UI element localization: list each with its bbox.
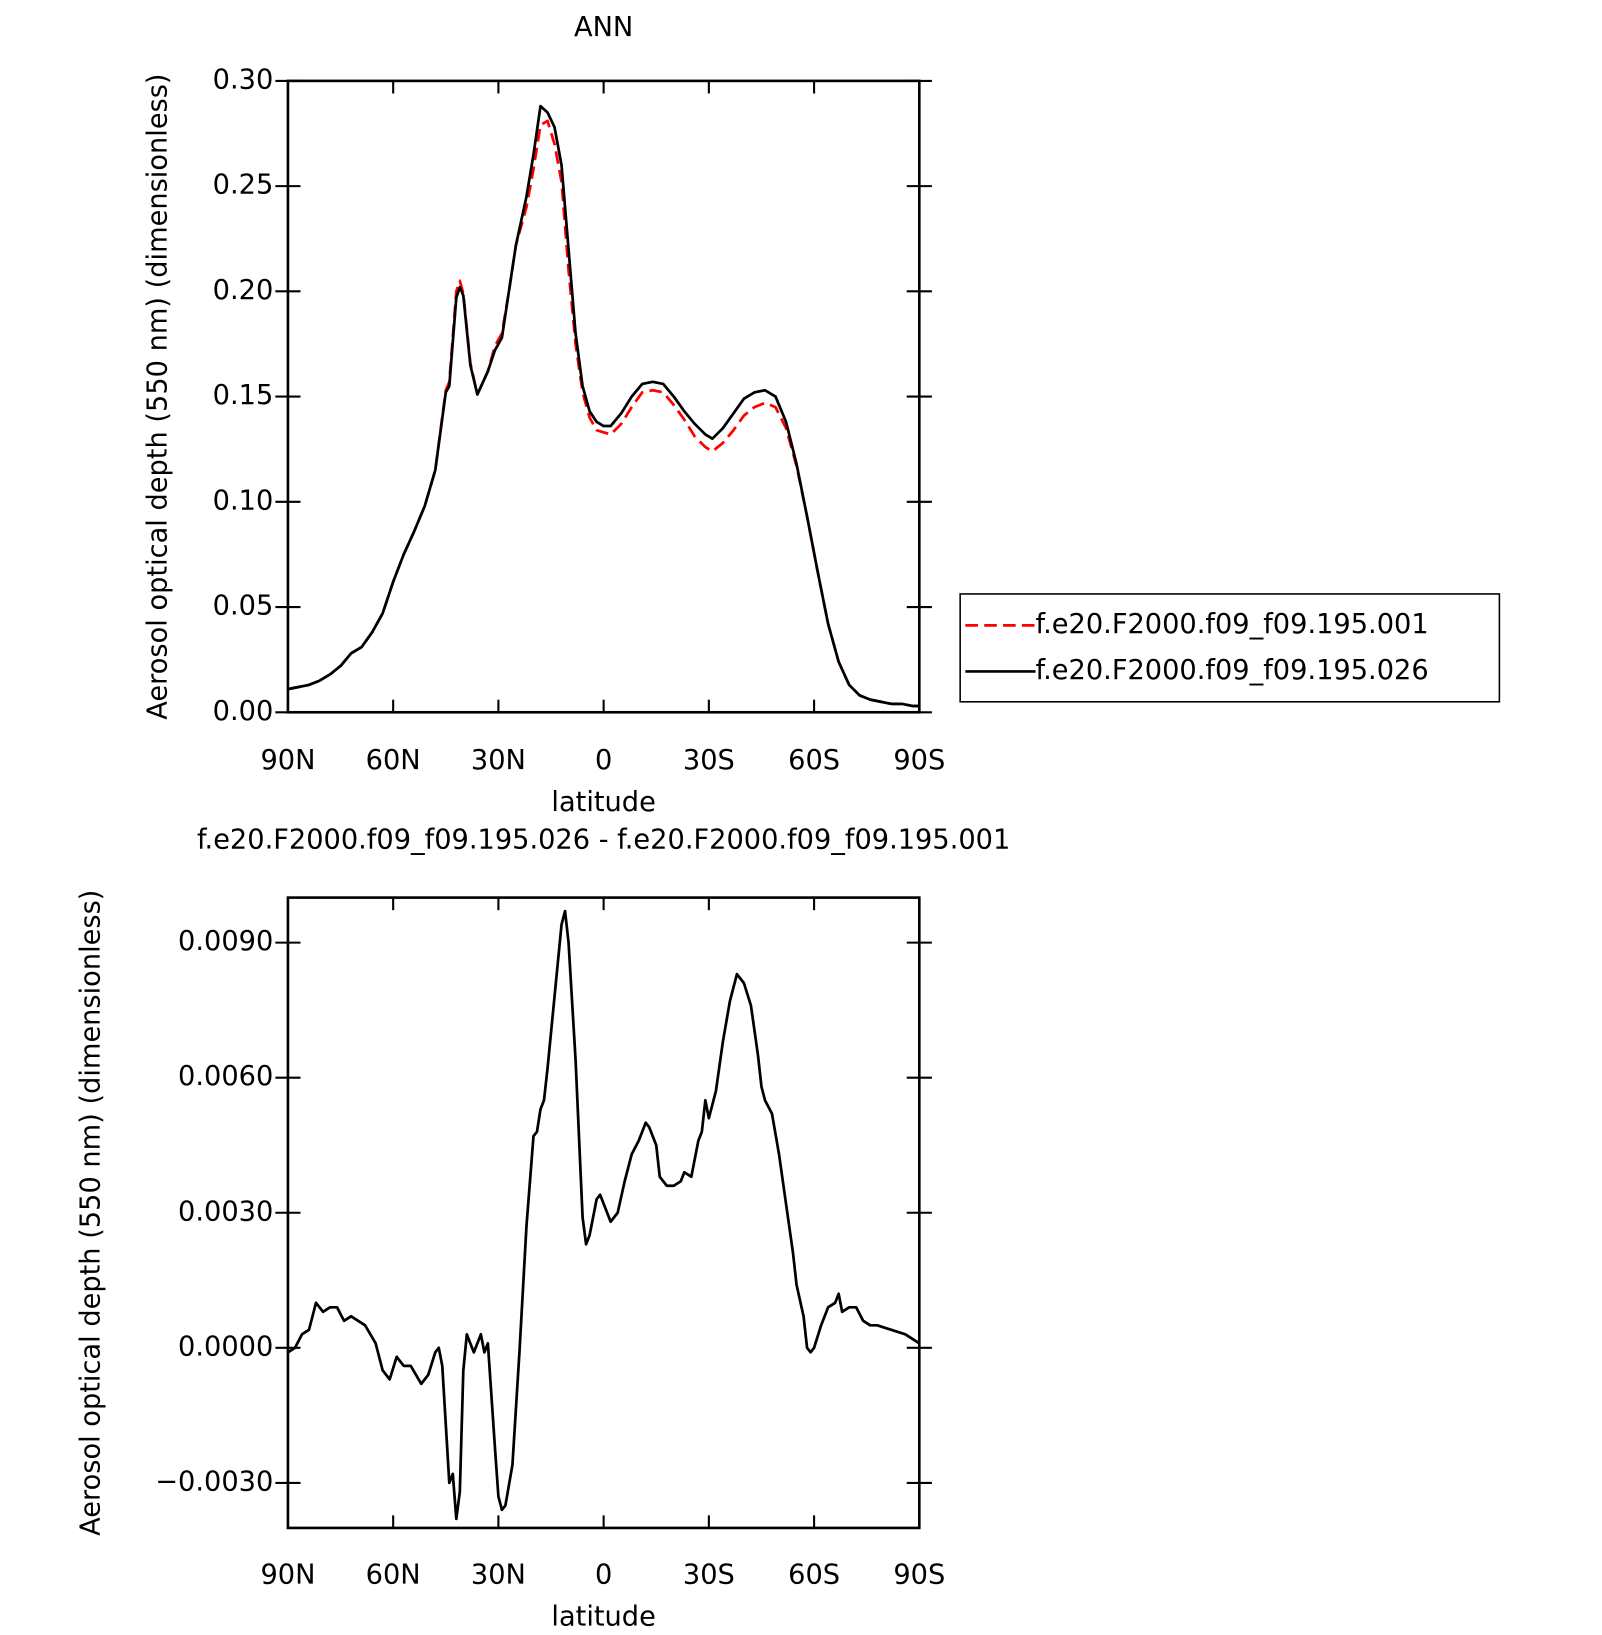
y-tick-label: 0.0000 [178, 1331, 273, 1362]
x-tick-label: 30S [683, 1560, 735, 1591]
y-tick-label: 0.05 [213, 591, 274, 622]
plot-frame [286, 79, 921, 714]
chart-title: ANN [574, 12, 633, 43]
y-axis-label: Aerosol optical depth (550 nm) (dimensio… [76, 890, 107, 1536]
x-tick-label: 60S [788, 1560, 840, 1591]
legend-label: f.e20.F2000.f09_f09.195.001 [1036, 609, 1429, 640]
x-tick-label: 30N [471, 1560, 526, 1591]
y-tick-label: 0.30 [213, 64, 274, 95]
x-tick-label: 30S [683, 745, 735, 776]
y-tick-label: −0.0030 [155, 1466, 273, 1497]
y-tick-label: 0.10 [213, 485, 274, 516]
x-tick-label: 30N [471, 745, 526, 776]
x-tick-label: 60S [788, 745, 840, 776]
x-axis-label: latitude [551, 1601, 655, 1632]
x-tick-label: 90N [260, 1560, 315, 1591]
series-line [287, 909, 921, 1521]
x-tick-label: 60N [366, 1560, 421, 1591]
legend-label: f.e20.F2000.f09_f09.195.026 [1036, 655, 1429, 686]
x-tick-label: 60N [366, 745, 421, 776]
y-tick-label: 0.0060 [178, 1061, 273, 1092]
x-axis-label: latitude [551, 787, 655, 818]
x-tick-label: 90N [260, 745, 315, 776]
plot-frame [286, 896, 921, 1530]
chart-title: f.e20.F2000.f09_f09.195.026 - f.e20.F200… [197, 825, 1010, 856]
y-tick-label: 0.0090 [178, 926, 273, 957]
y-tick-label: 0.25 [213, 170, 274, 201]
series-line [287, 104, 920, 708]
x-tick-label: 0 [595, 745, 612, 776]
x-tick-label: 90S [893, 745, 945, 776]
y-tick-label: 0.0030 [178, 1196, 273, 1227]
legend-box [959, 593, 1501, 703]
y-tick-label: 0.00 [213, 696, 274, 727]
y-tick-label: 0.20 [213, 275, 274, 306]
y-axis-label: Aerosol optical depth (550 nm) (dimensio… [143, 73, 174, 719]
y-tick-label: 0.15 [213, 380, 274, 411]
x-tick-label: 90S [893, 1560, 945, 1591]
series-line [287, 119, 920, 708]
x-tick-label: 0 [595, 1560, 612, 1591]
